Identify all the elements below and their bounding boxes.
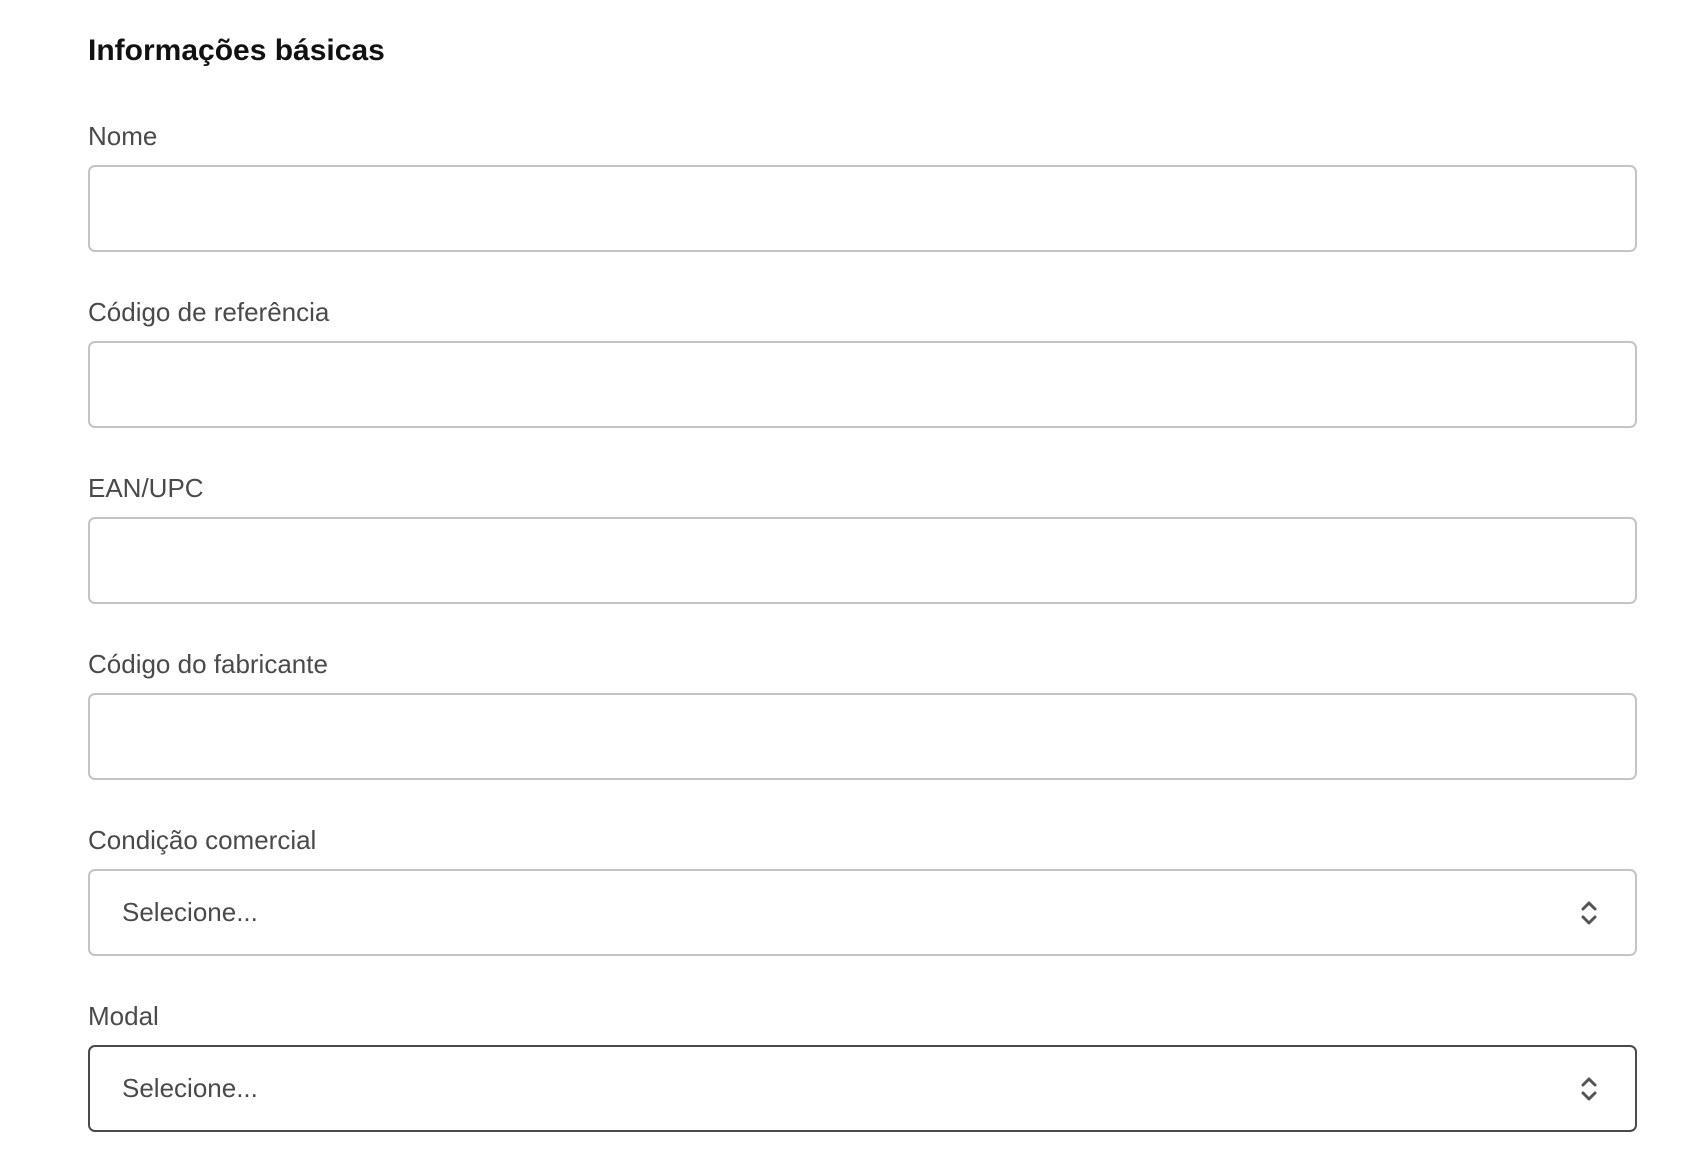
section-title: Informações básicas — [88, 34, 385, 67]
modal-value: Selecione... — [122, 1073, 258, 1103]
condicao-comercial-label: Condição comercial — [88, 825, 317, 855]
condicao-comercial-select[interactable]: Selecione... — [88, 869, 1637, 956]
ean-upc-label: EAN/UPC — [88, 473, 204, 503]
field-modal: Modal Selecione... — [88, 1001, 1637, 1132]
condicao-comercial-value: Selecione... — [122, 897, 258, 927]
codigo-fabricante-input[interactable] — [90, 695, 1635, 778]
modal-select[interactable]: Selecione... — [88, 1045, 1637, 1132]
codigo-fabricante-label: Código do fabricante — [88, 649, 328, 679]
chevron-up-down-icon — [1581, 901, 1597, 925]
field-nome: Nome — [88, 121, 1637, 252]
nome-input[interactable] — [90, 167, 1635, 250]
field-codigo-referencia: Código de referência — [88, 297, 1637, 428]
field-codigo-fabricante: Código do fabricante — [88, 649, 1637, 780]
codigo-referencia-label: Código de referência — [88, 297, 330, 327]
field-ean-upc: EAN/UPC — [88, 473, 1637, 604]
field-condicao-comercial: Condição comercial Selecione... — [88, 825, 1637, 956]
ean-upc-input[interactable] — [90, 519, 1635, 602]
chevron-up-down-icon — [1581, 1077, 1597, 1101]
nome-label: Nome — [88, 121, 158, 151]
modal-label: Modal — [88, 1001, 159, 1031]
codigo-referencia-input[interactable] — [90, 343, 1635, 426]
